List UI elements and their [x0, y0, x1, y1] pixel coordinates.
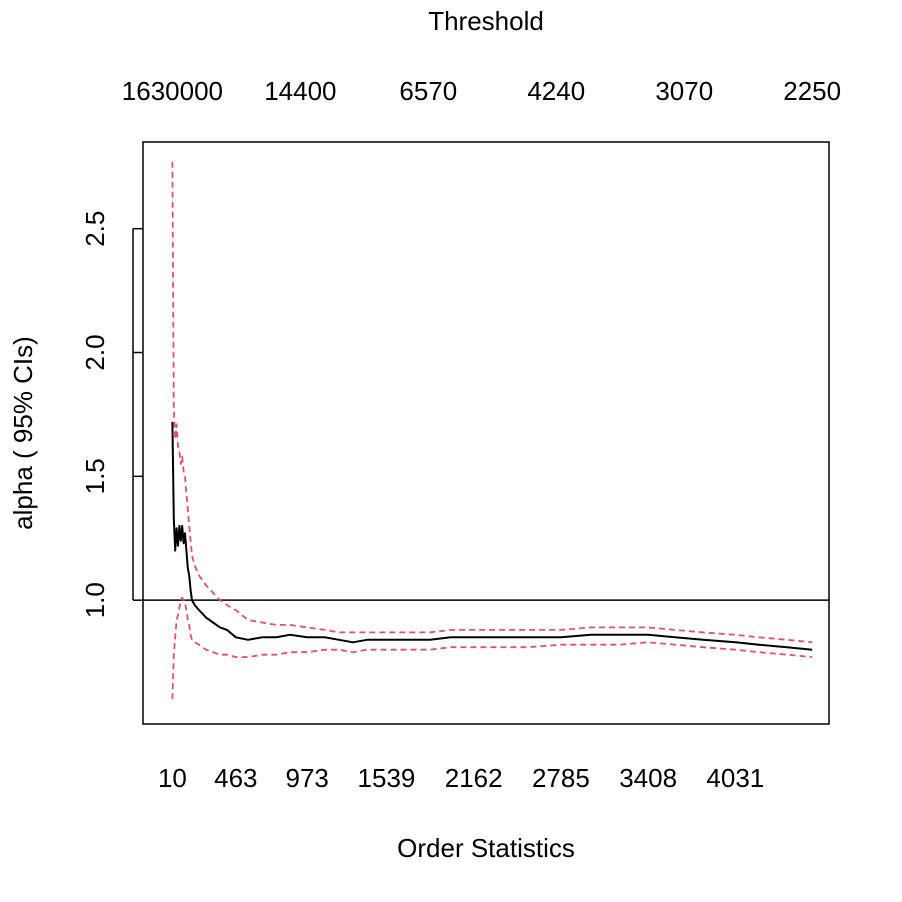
x-tick-label-1539: 1539	[358, 763, 416, 793]
y-tick-label-2.0: 2.0	[80, 334, 110, 370]
series-estimate-line	[171, 421, 813, 651]
y-tick-label-1.5: 1.5	[80, 458, 110, 494]
x-axis-title: Order Statistics	[397, 833, 575, 863]
x-tick-label-973: 973	[286, 763, 329, 793]
series-ci-lower-line	[171, 596, 813, 700]
plot-frame	[142, 141, 830, 725]
top-tick-label-4240: 4240	[527, 76, 585, 106]
plot-area: 10 463 973 1539 2162 2785 3408 4031 1630000 14400…	[80, 76, 841, 793]
top-tick-label-6570: 6570	[399, 76, 457, 106]
top-tick-label-3070: 3070	[655, 76, 713, 106]
y-axis-title: alpha ( 95% CIs)	[8, 336, 38, 530]
top-tick-label-14400: 14400	[264, 76, 336, 106]
y-tick-label-2.5: 2.5	[80, 211, 110, 247]
x-tick-label-463: 463	[214, 763, 257, 793]
y-tick-label-1.0: 1.0	[80, 582, 110, 618]
x-tick-label-4031: 4031	[706, 763, 764, 793]
top-tick-label-2250: 2250	[783, 76, 841, 106]
x-tick-label-2785: 2785	[532, 763, 590, 793]
top-axis-title: Threshold	[428, 6, 544, 36]
x-tick-label-10: 10	[158, 763, 187, 793]
x-tick-label-2162: 2162	[445, 763, 503, 793]
series-ci-upper-line	[171, 161, 813, 644]
x-tick-label-3408: 3408	[619, 763, 677, 793]
top-tick-label-1630000: 1630000	[122, 76, 223, 106]
